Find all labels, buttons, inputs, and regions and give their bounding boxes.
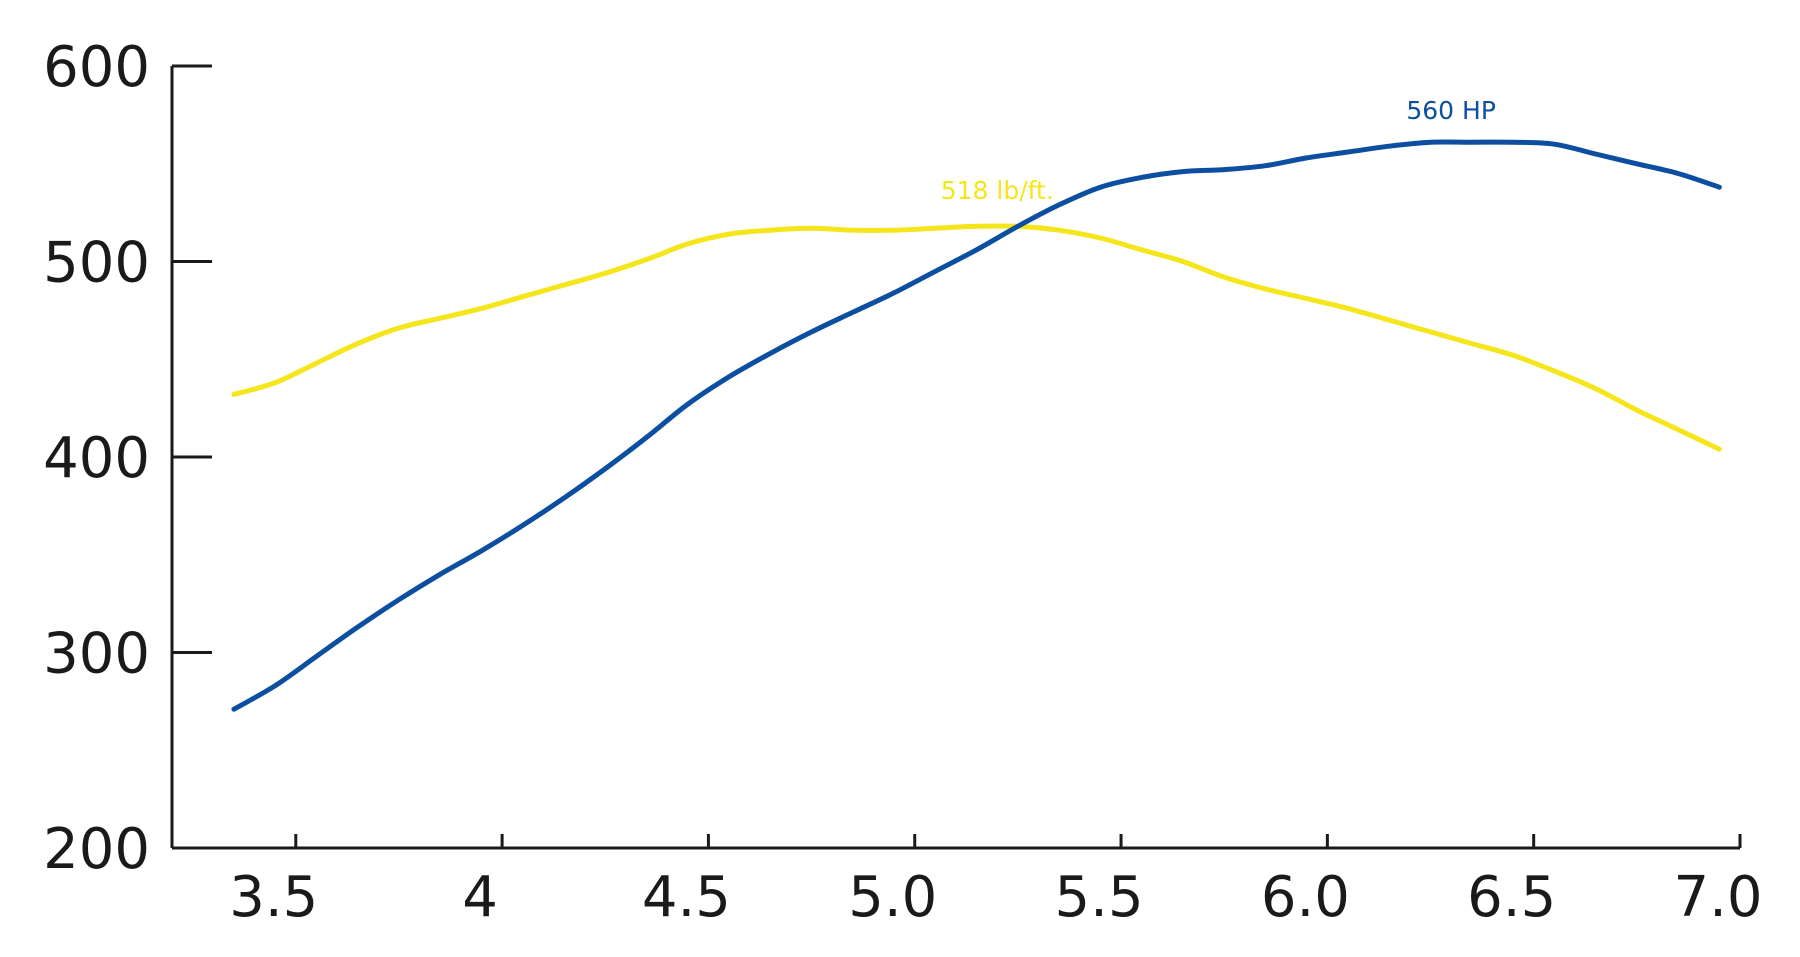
annotation-label: 518 lb/ft. bbox=[941, 176, 1054, 205]
x-tick-label: 5.0 bbox=[848, 865, 937, 930]
hp-series-line bbox=[231, 139, 1722, 712]
x-tick-label: 3.5 bbox=[229, 865, 318, 930]
y-tick-label: 300 bbox=[43, 622, 150, 687]
x-tick-label: 7.0 bbox=[1673, 865, 1762, 930]
y-tick-label: 400 bbox=[43, 426, 150, 491]
x-tick-label: 6.0 bbox=[1261, 865, 1350, 930]
x-tick-label: 6.5 bbox=[1467, 865, 1556, 930]
y-tick-label: 200 bbox=[43, 817, 150, 882]
series-layer bbox=[231, 139, 1722, 712]
x-tick-label: 5.5 bbox=[1055, 865, 1144, 930]
torque-series-line bbox=[231, 223, 1722, 452]
axes: 200 300 400 500 600 3.5 4 4.5 5.0 5.5 6.0 6.5 7.0 bbox=[43, 35, 1762, 930]
x-tick-label: 4 bbox=[462, 865, 498, 930]
y-tick-label: 600 bbox=[43, 35, 150, 100]
annotation-layer: 560 HP 518 lb/ft. bbox=[941, 96, 1496, 205]
x-tick-label: 4.5 bbox=[642, 865, 731, 930]
y-tick-label: 500 bbox=[43, 231, 150, 296]
annotation-label: 560 HP bbox=[1406, 96, 1496, 125]
